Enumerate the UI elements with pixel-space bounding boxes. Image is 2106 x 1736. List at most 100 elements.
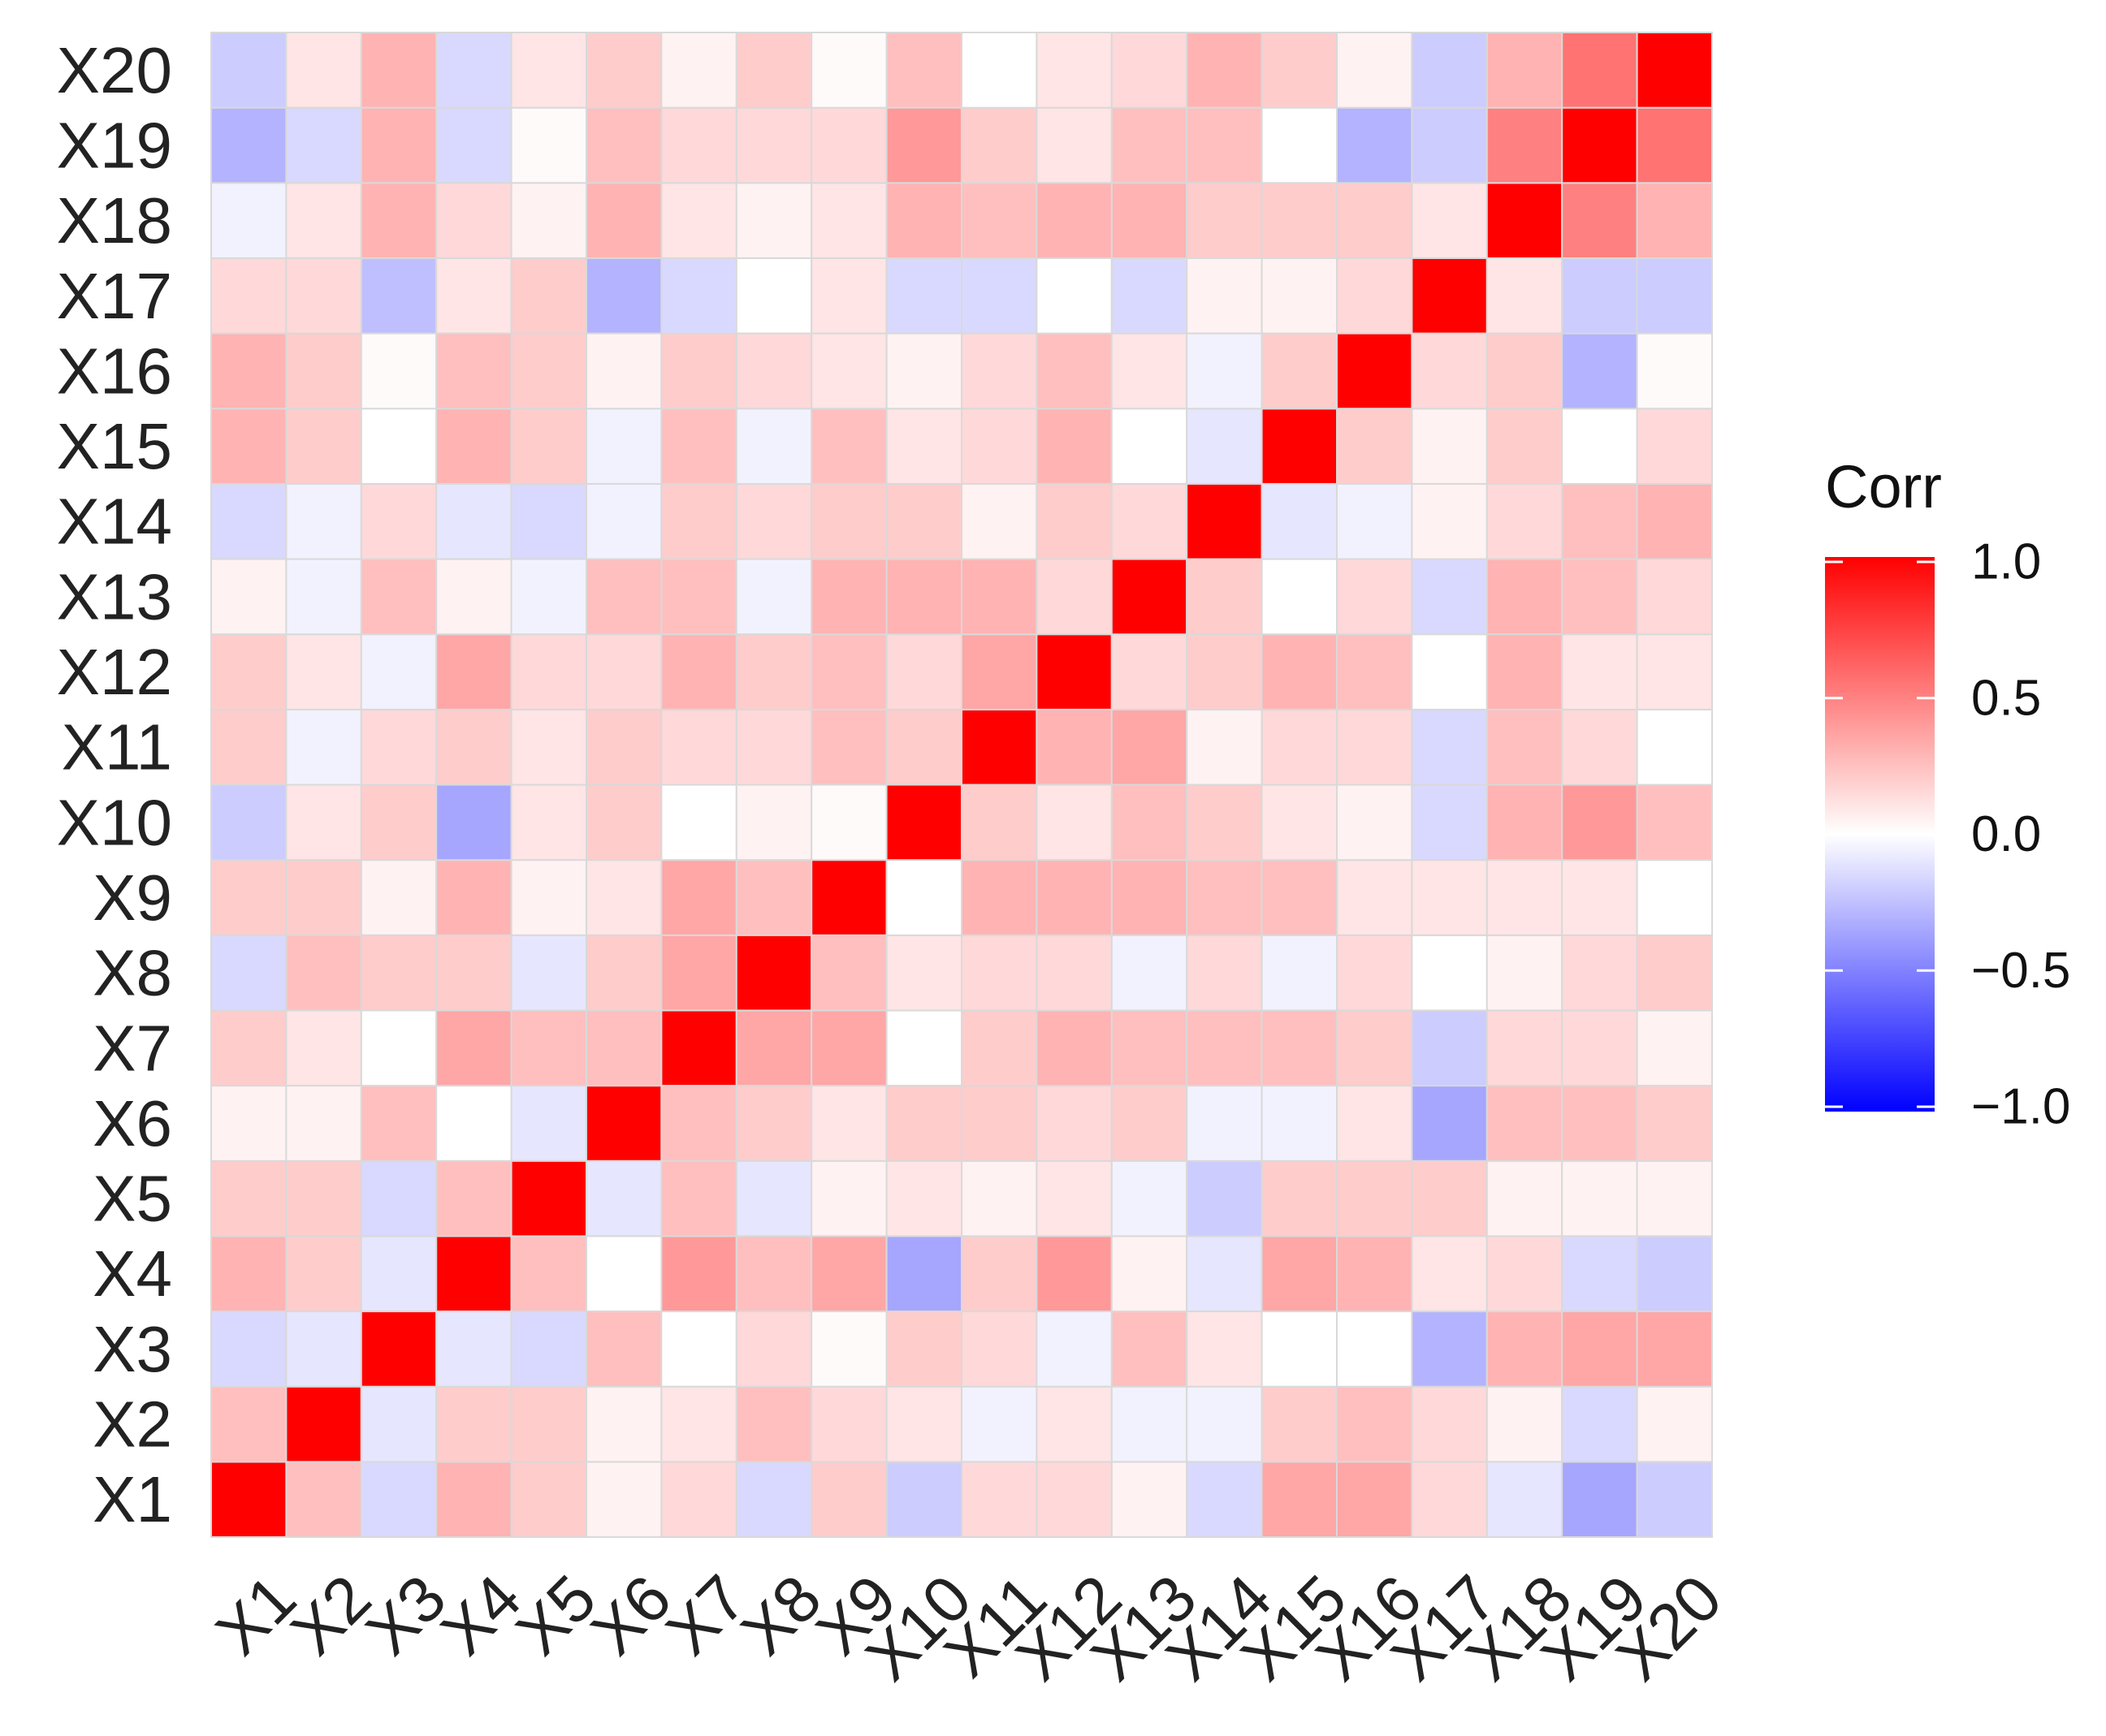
heatmap-cell-x17-x8 (735, 257, 813, 335)
heatmap-cell-x14-x6 (586, 482, 663, 560)
heatmap-cell-x17-x12 (1036, 257, 1113, 335)
heatmap-cell-x14-x15 (1261, 482, 1338, 560)
heatmap-cell-x8-x12 (1036, 934, 1113, 1012)
heatmap-cell-x7-x13 (1110, 1009, 1188, 1087)
heatmap-cell-x16-x1 (210, 332, 288, 410)
heatmap-cell-x6-x7 (660, 1085, 737, 1162)
heatmap-cell-x5-x5 (510, 1159, 587, 1237)
heatmap-cell-x5-x3 (360, 1159, 438, 1237)
heatmap-cell-x20-x16 (1336, 32, 1413, 109)
heatmap-cell-x1-x1 (210, 1461, 288, 1538)
heatmap-cell-x13-x17 (1411, 558, 1488, 636)
heatmap-cell-x8-x11 (961, 934, 1038, 1012)
heatmap-cell-x18-x17 (1411, 182, 1488, 259)
heatmap-cell-x15-x11 (961, 408, 1038, 485)
heatmap-cell-x3-x14 (1186, 1311, 1263, 1388)
heatmap-cell-x11-x4 (435, 708, 512, 786)
heatmap-cell-x1-x6 (586, 1461, 663, 1538)
heatmap-cell-x13-x9 (811, 558, 888, 636)
heatmap-cell-x20-x15 (1261, 32, 1338, 109)
heatmap-cell-x15-x5 (510, 408, 587, 485)
heatmap-cell-x13-x7 (660, 558, 737, 636)
heatmap-cell-x4-x6 (586, 1235, 663, 1313)
heatmap-cell-x18-x2 (285, 182, 362, 259)
heatmap-cell-x6-x1 (210, 1085, 288, 1162)
y-tick-label-x2: X2 (93, 1388, 172, 1461)
heatmap-cell-x8-x9 (811, 934, 888, 1012)
heatmap-cell-x11-x17 (1411, 708, 1488, 786)
heatmap-cell-x8-x8 (735, 934, 813, 1012)
heatmap-cell-x11-x2 (285, 708, 362, 786)
y-tick-label-x7: X7 (93, 1012, 172, 1084)
heatmap-cell-x9-x18 (1485, 859, 1563, 936)
heatmap-cell-x9-x9 (811, 859, 888, 936)
y-tick-label-x1: X1 (93, 1463, 172, 1535)
heatmap-cell-x3-x18 (1485, 1311, 1563, 1388)
heatmap-cell-x7-x18 (1485, 1009, 1563, 1087)
heatmap-cell-x6-x12 (1036, 1085, 1113, 1162)
legend-tick-label: −0.5 (1971, 943, 2070, 999)
heatmap-cell-x12-x13 (1110, 633, 1188, 710)
heatmap-cell-x14-x14 (1186, 482, 1263, 560)
heatmap-cell-x10-x12 (1036, 784, 1113, 862)
heatmap-cell-x3-x16 (1336, 1311, 1413, 1388)
legend-tick-label: 0.0 (1971, 806, 2041, 862)
heatmap-cell-x8-x20 (1636, 934, 1713, 1012)
y-tick-label-x19: X19 (57, 109, 172, 181)
heatmap-cell-x13-x19 (1561, 558, 1638, 636)
y-tick-label-x18: X18 (57, 184, 172, 257)
heatmap-cell-x11-x12 (1036, 708, 1113, 786)
heatmap-cell-x3-x9 (811, 1311, 888, 1388)
heatmap-cell-x10-x4 (435, 784, 512, 862)
heatmap-cell-x15-x17 (1411, 408, 1488, 485)
heatmap-cell-x6-x5 (510, 1085, 587, 1162)
heatmap-cell-x19-x1 (210, 106, 288, 184)
heatmap-cell-x16-x5 (510, 332, 587, 410)
heatmap-cell-x11-x14 (1186, 708, 1263, 786)
y-tick-label-x3: X3 (93, 1313, 172, 1385)
heatmap-cell-x11-x18 (1485, 708, 1563, 786)
heatmap-cell-x4-x11 (961, 1235, 1038, 1313)
heatmap-cell-x20-x11 (961, 32, 1038, 109)
heatmap-cell-x1-x8 (735, 1461, 813, 1538)
heatmap-cell-x13-x2 (285, 558, 362, 636)
heatmap-cell-x13-x15 (1261, 558, 1338, 636)
heatmap-cell-x9-x1 (210, 859, 288, 936)
heatmap-cell-x11-x8 (735, 708, 813, 786)
heatmap-cell-x12-x6 (586, 633, 663, 710)
heatmap-cell-x17-x19 (1561, 257, 1638, 335)
heatmap-cell-x13-x3 (360, 558, 438, 636)
heatmap-cell-x10-x10 (885, 784, 962, 862)
heatmap-cell-x9-x8 (735, 859, 813, 936)
heatmap-cell-x20-x12 (1036, 32, 1113, 109)
heatmap-cell-x11-x15 (1261, 708, 1338, 786)
legend-tick-label: 0.5 (1971, 670, 2041, 726)
heatmap-cell-x15-x20 (1636, 408, 1713, 485)
heatmap-cell-x11-x20 (1636, 708, 1713, 786)
heatmap-cell-x4-x15 (1261, 1235, 1338, 1313)
heatmap-cell-x6-x17 (1411, 1085, 1488, 1162)
heatmap-cell-x2-x18 (1485, 1385, 1563, 1463)
heatmap-cell-x2-x7 (660, 1385, 737, 1463)
heatmap-cell-x15-x1 (210, 408, 288, 485)
heatmap-cell-x19-x8 (735, 106, 813, 184)
heatmap-cell-x16-x16 (1336, 332, 1413, 410)
heatmap-cell-x12-x9 (811, 633, 888, 710)
heatmap-cell-x18-x15 (1261, 182, 1338, 259)
heatmap-cell-x19-x14 (1186, 106, 1263, 184)
heatmap-cell-x15-x3 (360, 408, 438, 485)
heatmap-cell-x3-x3 (360, 1311, 438, 1388)
heatmap-cell-x6-x6 (586, 1085, 663, 1162)
heatmap-cell-x7-x2 (285, 1009, 362, 1087)
heatmap-cell-x11-x13 (1110, 708, 1188, 786)
heatmap-cell-x4-x2 (285, 1235, 362, 1313)
heatmap-cell-x14-x20 (1636, 482, 1713, 560)
heatmap-cell-x6-x16 (1336, 1085, 1413, 1162)
heatmap-cell-x11-x16 (1336, 708, 1413, 786)
heatmap-cell-x8-x14 (1186, 934, 1263, 1012)
heatmap-cell-x13-x4 (435, 558, 512, 636)
heatmap-cell-x17-x7 (660, 257, 737, 335)
heatmap-cell-x4-x17 (1411, 1235, 1488, 1313)
heatmap-cell-x16-x3 (360, 332, 438, 410)
heatmap-cell-x9-x4 (435, 859, 512, 936)
